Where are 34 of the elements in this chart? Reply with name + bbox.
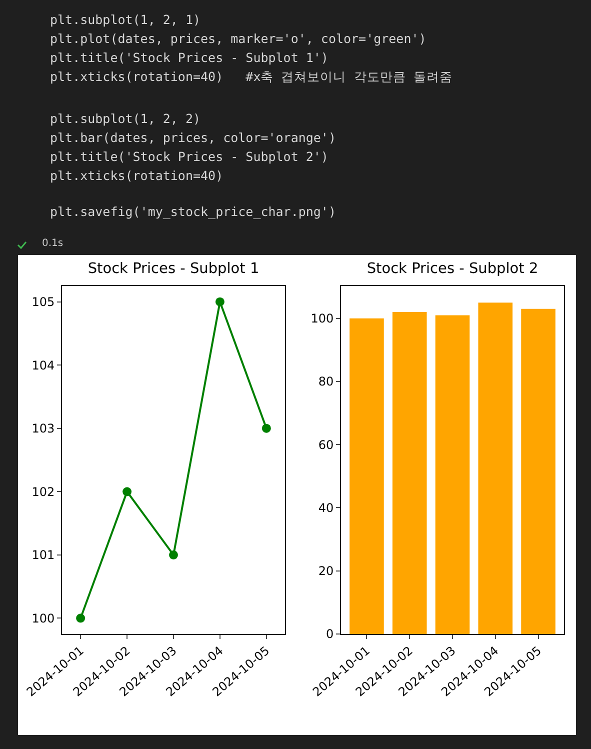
point <box>122 487 132 496</box>
text: plt.xticks(rotation=40) #x축 겹쳐보이니 각도만큼 돌려줌 <box>50 69 452 86</box>
y-tick-label: 100 <box>310 312 334 326</box>
text: plt.bar(dates, prices, color='orange') <box>50 130 336 145</box>
y-tick-label: 104 <box>32 358 55 372</box>
text: plt.subplot(1, 2, 1) <box>50 12 201 27</box>
y-tick-label: 60 <box>318 438 334 452</box>
bar <box>392 312 427 634</box>
y-tick-label: 103 <box>32 422 55 436</box>
text: plt.xticks(rotation=40) <box>50 168 224 183</box>
bar <box>435 315 470 634</box>
text: plt.savefig('my_stock_price_char.png') <box>50 204 336 219</box>
bar <box>350 318 384 634</box>
text: plt.plot(dates, prices, marker='o', color='green') <box>50 31 426 46</box>
y-tick-label: 101 <box>32 548 55 562</box>
point <box>262 424 271 433</box>
bar <box>521 308 556 634</box>
y-tick-label: 105 <box>32 295 55 310</box>
point <box>169 550 178 560</box>
text: plt.subplot(1, 2, 2) <box>50 111 201 126</box>
point <box>215 297 224 306</box>
text: plt.title('Stock Prices - Subplot 2') <box>50 149 328 164</box>
y-tick-label: 80 <box>318 374 334 389</box>
text: 0.1s <box>42 238 64 250</box>
y-tick-label: 0 <box>326 627 334 642</box>
y-tick-label: 20 <box>318 564 334 578</box>
y-tick-label: 102 <box>32 484 55 499</box>
y-tick-label: 100 <box>32 611 55 626</box>
chart-title: Stock Prices - Subplot 1 <box>88 261 260 278</box>
y-tick-label: 40 <box>318 500 334 515</box>
text: plt.title('Stock Prices - Subplot 1') <box>50 50 328 65</box>
point <box>76 614 86 623</box>
chart-title: Stock Prices - Subplot 2 <box>366 261 538 278</box>
bar <box>478 302 513 634</box>
